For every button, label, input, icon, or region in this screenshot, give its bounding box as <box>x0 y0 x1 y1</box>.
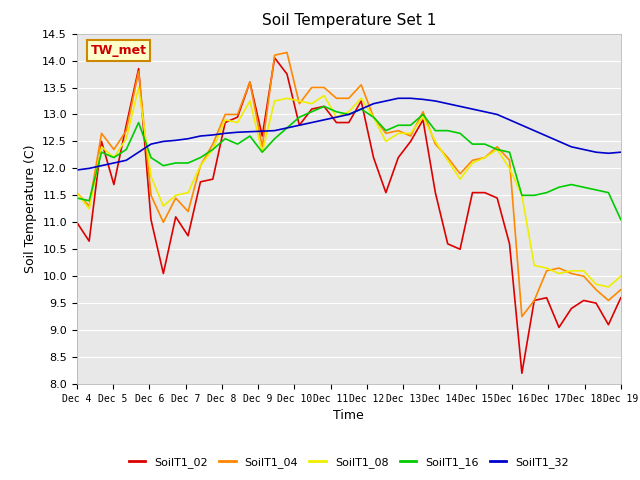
Y-axis label: Soil Temperature (C): Soil Temperature (C) <box>24 144 36 273</box>
Legend: SoilT1_02, SoilT1_04, SoilT1_08, SoilT1_16, SoilT1_32: SoilT1_02, SoilT1_04, SoilT1_08, SoilT1_… <box>124 453 573 472</box>
X-axis label: Time: Time <box>333 409 364 422</box>
Text: TW_met: TW_met <box>90 44 147 57</box>
Title: Soil Temperature Set 1: Soil Temperature Set 1 <box>262 13 436 28</box>
